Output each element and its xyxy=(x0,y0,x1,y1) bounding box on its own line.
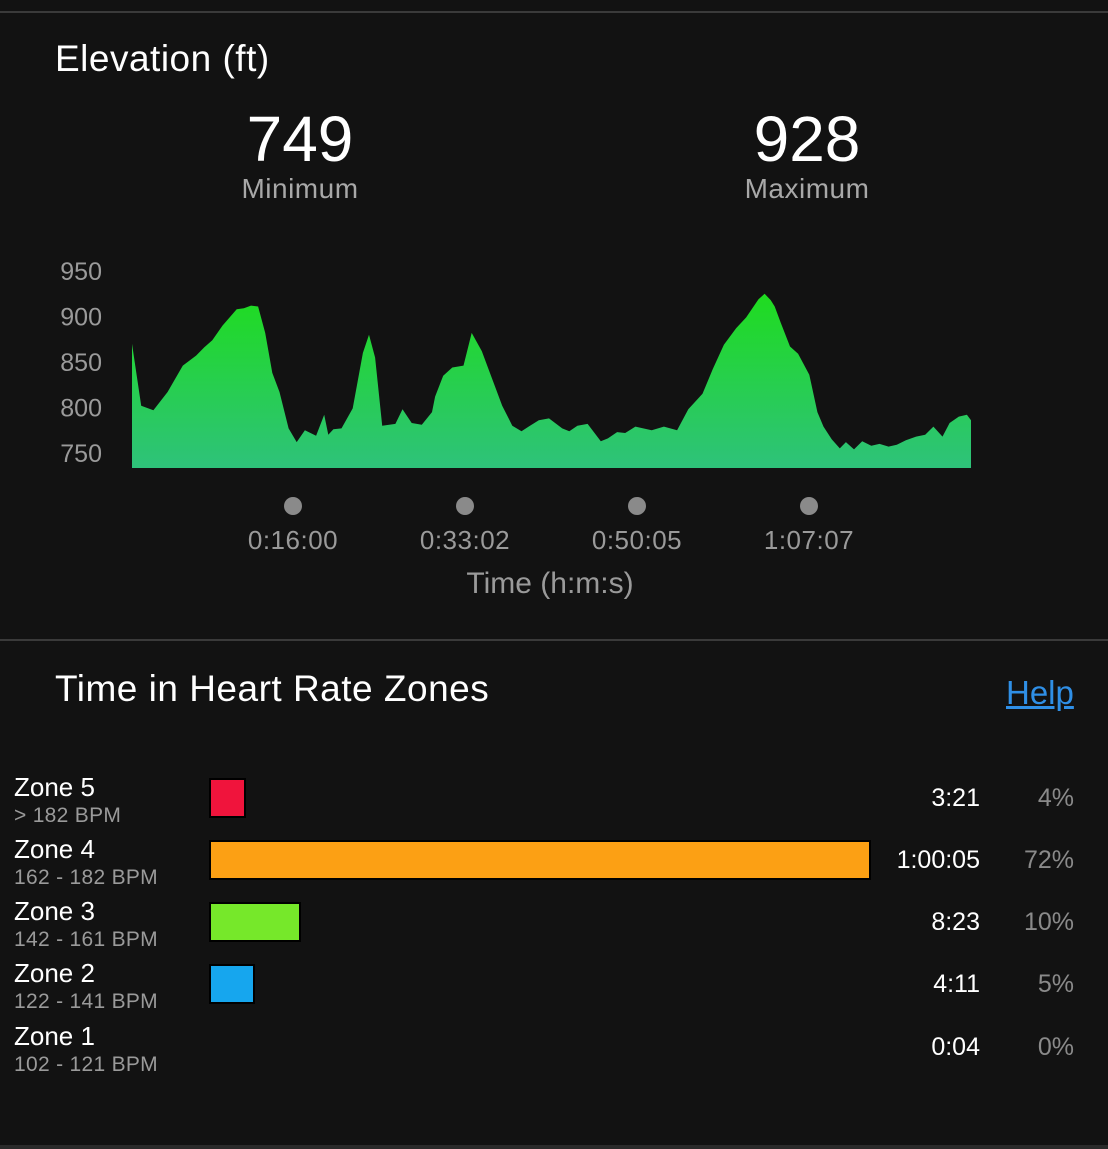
elevation-title: Elevation (ft) xyxy=(55,38,270,79)
zone-time-bar xyxy=(209,778,246,818)
elevation-area xyxy=(132,293,971,468)
zone-percent: 72% xyxy=(1023,846,1074,874)
zone-name: Zone 1 xyxy=(14,1021,95,1051)
elevation-maximum-value: 928 xyxy=(753,103,861,175)
y-tick-label: 750 xyxy=(60,440,102,468)
x-tick-label: 0:16:00 xyxy=(248,525,338,555)
elevation-minimum-value: 749 xyxy=(246,103,354,175)
zone-percent: 4% xyxy=(1037,784,1074,812)
zone-row: Zone 1 102 - 121 BPM 0:04 0% xyxy=(0,1021,1108,1081)
heart-rate-zones-title: Time in Heart Rate Zones xyxy=(55,668,490,709)
zone-time-bar xyxy=(209,840,871,880)
zone-percent: 10% xyxy=(1023,908,1074,936)
zone-time: 4:11 xyxy=(933,970,980,998)
y-tick-label: 950 xyxy=(60,258,102,286)
time-marker-dot[interactable] xyxy=(284,497,302,515)
y-tick-label: 900 xyxy=(60,304,102,332)
zone-time: 1:00:05 xyxy=(896,846,980,874)
y-tick-label: 850 xyxy=(60,349,102,377)
zone-name: Zone 3 xyxy=(14,896,95,926)
time-marker-dot[interactable] xyxy=(628,497,646,515)
zone-row: Zone 3 142 - 161 BPM 8:23 10% xyxy=(0,896,1108,956)
elevation-maximum-label: Maximum xyxy=(744,173,870,204)
time-marker-dot[interactable] xyxy=(800,497,818,515)
elevation-chart[interactable]: 950 900 850 800 750 0:16:00 0:33:02 0:50:05 1:0… xyxy=(0,240,1108,610)
x-tick-label: 0:50:05 xyxy=(592,525,682,555)
zone-time-bar xyxy=(209,902,301,942)
zone-bpm-range: 102 - 121 BPM xyxy=(14,1053,158,1076)
x-axis-label: Time (h:m:s) xyxy=(466,567,633,600)
zone-time: 3:21 xyxy=(931,784,980,812)
x-tick-label: 0:33:02 xyxy=(420,525,510,555)
zone-bpm-range: > 182 BPM xyxy=(14,804,122,827)
zone-name: Zone 4 xyxy=(14,834,95,864)
zone-percent: 5% xyxy=(1037,970,1074,998)
help-link[interactable]: Help xyxy=(1006,674,1074,711)
zone-percent: 0% xyxy=(1037,1033,1074,1061)
zone-bpm-range: 122 - 141 BPM xyxy=(14,990,158,1013)
zone-name: Zone 2 xyxy=(14,958,95,988)
zone-row: Zone 2 122 - 141 BPM 4:11 5% xyxy=(0,958,1108,1018)
elevation-minimum-label: Minimum xyxy=(241,173,359,204)
bottom-divider xyxy=(0,1145,1108,1149)
zone-row: Zone 5 > 182 BPM 3:21 4% xyxy=(0,772,1108,832)
top-divider xyxy=(0,11,1108,13)
y-tick-label: 800 xyxy=(60,395,102,423)
x-tick-label: 1:07:07 xyxy=(764,525,854,555)
section-divider xyxy=(0,639,1108,641)
zone-time: 0:04 xyxy=(931,1033,980,1061)
zone-time-bar xyxy=(209,964,255,1004)
zone-name: Zone 5 xyxy=(14,772,95,802)
time-marker-dot[interactable] xyxy=(456,497,474,515)
zone-bpm-range: 142 - 161 BPM xyxy=(14,928,158,951)
zone-row: Zone 4 162 - 182 BPM 1:00:05 72% xyxy=(0,834,1108,894)
zone-time: 8:23 xyxy=(931,908,980,936)
zone-bpm-range: 162 - 182 BPM xyxy=(14,866,158,889)
